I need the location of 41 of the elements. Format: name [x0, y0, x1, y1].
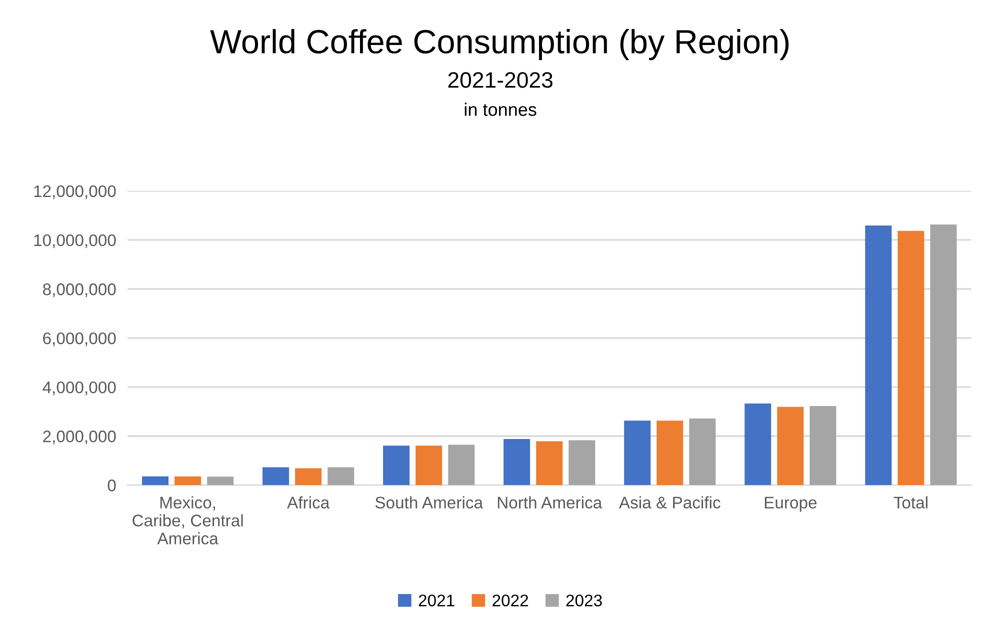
y-tick-label: 12,000,000	[34, 185, 116, 200]
y-tick-label: 4,000,000	[42, 381, 116, 396]
bar	[624, 420, 651, 486]
bar	[328, 467, 354, 486]
chart-subtitle: 2021-2023	[448, 72, 552, 88]
bar	[777, 406, 804, 486]
bar	[536, 441, 563, 486]
bar	[898, 230, 924, 486]
bar	[383, 446, 410, 486]
y-tick-label: 10,000,000	[34, 234, 116, 248]
bar	[207, 476, 234, 486]
chart-title: World Coffee Consumption (by Region)	[210, 29, 789, 60]
bar	[416, 446, 442, 486]
x-tick-label: South America	[375, 496, 484, 509]
x-tick-label: Mexico, Caribe, Central America	[132, 496, 243, 544]
x-tick-label: Europe	[764, 496, 817, 512]
legend-label: 2023	[566, 594, 602, 606]
bar	[744, 404, 772, 486]
y-tick-label: 6,000,000	[43, 332, 116, 346]
text: in tonnes	[464, 102, 536, 116]
legend-label: 2021	[418, 594, 454, 606]
x-tick-label: Total	[894, 496, 928, 509]
bar	[295, 468, 322, 486]
y-tick-label: 2,000,000	[43, 430, 116, 444]
legend-label: 2022	[492, 594, 528, 606]
bar	[810, 406, 836, 486]
x-tick-label: North America	[498, 496, 602, 509]
bar	[142, 476, 169, 486]
bar	[174, 476, 202, 486]
bar	[865, 226, 892, 486]
bar	[504, 439, 530, 486]
y-tick-label: 0	[108, 480, 116, 492]
x-tick-label: Africa	[287, 496, 330, 509]
bar	[689, 418, 716, 486]
y-tick-label: 8,000,000	[43, 283, 116, 298]
x-tick-label: Asia & Pacific	[618, 496, 720, 509]
bar	[448, 444, 475, 486]
bar	[568, 440, 596, 486]
bar	[262, 467, 290, 486]
bar	[656, 420, 684, 486]
bar	[930, 224, 957, 486]
